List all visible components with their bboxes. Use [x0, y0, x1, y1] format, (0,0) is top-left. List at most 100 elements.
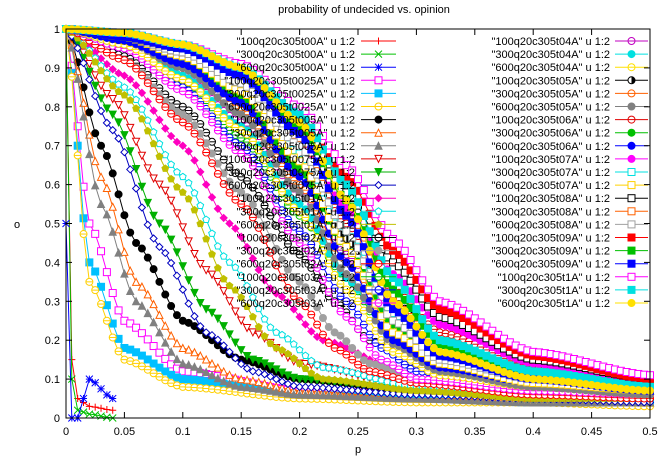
data-point: [90, 156, 100, 166]
data-point: [96, 106, 106, 116]
data-point: [201, 328, 211, 337]
data-point: [271, 365, 281, 374]
data-point: [143, 220, 152, 229]
data-point: [295, 375, 304, 384]
data-point: [295, 359, 304, 367]
data-point: [131, 81, 141, 90]
data-point: [79, 48, 88, 58]
data-point: [166, 235, 176, 245]
data-point: [236, 316, 246, 326]
data-point: [254, 265, 263, 275]
data-point: [348, 368, 357, 376]
data-point: [114, 306, 123, 315]
data-point: [97, 282, 106, 291]
data-point: [96, 172, 106, 181]
data-point: [108, 125, 117, 135]
data-point: [120, 268, 129, 278]
data-point: [173, 183, 181, 191]
data-point: [359, 379, 368, 388]
data-point: [289, 273, 298, 282]
data-point: [359, 356, 368, 365]
data-point: [342, 337, 351, 346]
data-point: [120, 131, 129, 140]
data-point: [190, 362, 199, 371]
data-point: [137, 301, 147, 310]
data-point: [178, 141, 188, 150]
data-point: [132, 104, 140, 112]
data-point: [137, 182, 147, 192]
data-point: [365, 387, 374, 396]
data-point: [108, 95, 118, 104]
data-point: [108, 289, 117, 298]
data-point: [353, 391, 363, 401]
data-point: [441, 388, 450, 396]
data-point: [231, 263, 240, 271]
data-point: [313, 303, 322, 312]
data-point: [225, 219, 234, 228]
data-point: [166, 131, 176, 141]
data-point: [307, 383, 316, 392]
data-point: [324, 323, 333, 332]
data-point: [231, 372, 240, 382]
data-point: [114, 68, 123, 78]
data-point: [131, 277, 141, 286]
data-point: [114, 190, 123, 199]
data-point: [73, 74, 82, 83]
data-point: [213, 242, 222, 250]
data-point: [149, 174, 158, 184]
data-point: [330, 328, 339, 337]
data-point: [143, 126, 152, 135]
data-point: [79, 394, 88, 403]
data-point: [125, 266, 135, 275]
data-point: [394, 393, 404, 403]
data-point: [453, 389, 462, 397]
data-point: [242, 382, 252, 392]
series-9: [61, 24, 655, 407]
data-point: [160, 225, 170, 235]
data-point: [132, 238, 141, 247]
data-point: [97, 404, 105, 412]
data-point: [97, 247, 106, 256]
data-point: [377, 382, 386, 391]
data-point: [289, 381, 298, 390]
data-point: [149, 317, 158, 327]
data-point: [172, 137, 182, 147]
data-point: [219, 213, 228, 223]
data-point: [184, 114, 193, 123]
data-point: [143, 164, 153, 174]
data-point: [149, 265, 158, 274]
data-point: [213, 373, 223, 383]
data-point: [90, 180, 100, 190]
data-point: [313, 360, 322, 369]
data-point: [184, 147, 193, 156]
data-point: [190, 156, 199, 165]
data-point: [348, 343, 357, 352]
data-point: [196, 322, 205, 331]
data-point: [354, 378, 362, 387]
data-point: [167, 360, 176, 369]
data-point: [400, 385, 409, 394]
data-point: [143, 198, 153, 208]
data-point: [90, 91, 100, 101]
data-point: [301, 364, 310, 372]
data-point: [85, 75, 94, 84]
data-point: [342, 385, 351, 394]
data-point: [126, 319, 135, 328]
data-point: [149, 139, 158, 148]
data-point: [336, 376, 345, 384]
data-point: [114, 80, 123, 88]
data-point: [382, 388, 392, 398]
data-point: [190, 205, 199, 214]
data-point: [382, 393, 392, 402]
data-point: [166, 347, 176, 356]
data-point: [149, 234, 158, 243]
data-point: [389, 384, 397, 392]
data-point: [201, 266, 211, 275]
data-point: [155, 115, 164, 125]
data-point: [190, 250, 199, 259]
data-point: [260, 276, 269, 285]
data-point: [225, 330, 234, 339]
data-point: [126, 96, 135, 104]
data-point: [219, 252, 228, 260]
data-point: [207, 331, 217, 340]
